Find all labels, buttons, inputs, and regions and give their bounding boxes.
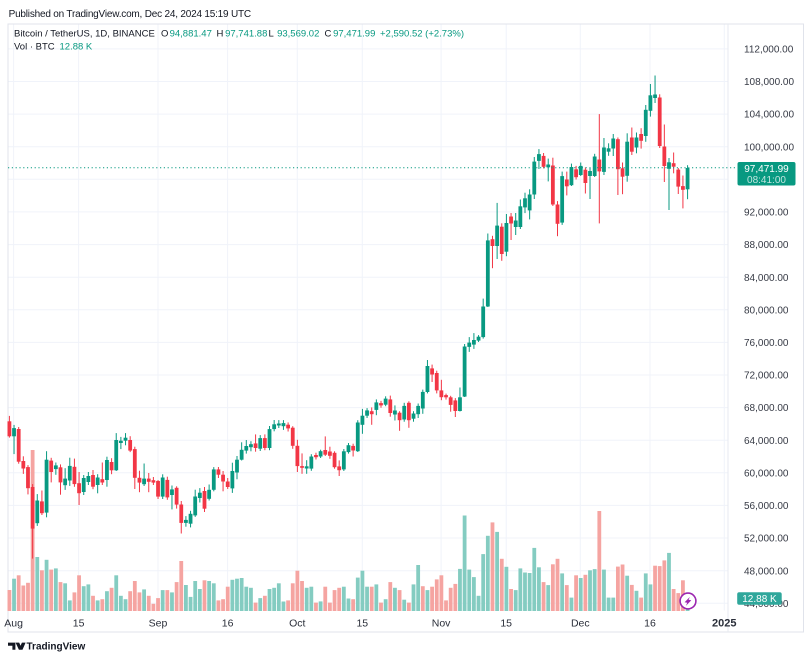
svg-text:112,000.00: 112,000.00 [744,45,794,56]
svg-text:TradingView: TradingView [27,642,86,653]
svg-text:94,881.47: 94,881.47 [170,29,212,40]
svg-text:Aug: Aug [4,617,23,629]
svg-text:60,000.00: 60,000.00 [744,468,789,479]
svg-text:97,471.99: 97,471.99 [744,164,789,175]
svg-text:52,000.00: 52,000.00 [744,534,789,545]
svg-text:Oct: Oct [289,617,305,629]
svg-text:97,741.88: 97,741.88 [225,29,267,40]
svg-text:100,000.00: 100,000.00 [744,142,794,153]
svg-text:C: C [325,29,332,40]
svg-text:97,471.99: 97,471.99 [333,29,375,40]
svg-text:Bitcoin / TetherUS, 1D, BINANC: Bitcoin / TetherUS, 1D, BINANCE [14,29,155,40]
svg-text:H: H [217,29,224,40]
svg-text:15: 15 [356,617,368,629]
svg-text:76,000.00: 76,000.00 [744,338,789,349]
svg-text:Published on TradingView.com,: Published on TradingView.com, Dec 24, 20… [9,9,251,20]
svg-text:84,000.00: 84,000.00 [744,273,789,284]
svg-text:16: 16 [644,617,656,629]
svg-text:12.88 K: 12.88 K [742,594,777,605]
svg-text:80,000.00: 80,000.00 [744,305,789,316]
svg-text:16: 16 [222,617,234,629]
svg-text:Dec: Dec [571,617,590,629]
svg-text:93,569.02: 93,569.02 [277,29,319,40]
svg-text:Nov: Nov [432,617,451,629]
svg-text:104,000.00: 104,000.00 [744,110,794,121]
svg-text:56,000.00: 56,000.00 [744,501,789,512]
svg-text:12.88 K: 12.88 K [60,42,93,53]
svg-text:64,000.00: 64,000.00 [744,436,789,447]
svg-text:108,000.00: 108,000.00 [744,77,794,88]
svg-text:L: L [269,29,274,40]
svg-text:15: 15 [73,617,85,629]
svg-text:2025: 2025 [712,617,736,629]
svg-text:92,000.00: 92,000.00 [744,208,789,219]
svg-text:Sep: Sep [149,617,168,629]
svg-text:Vol · BTC: Vol · BTC [14,42,55,53]
svg-text:15: 15 [500,617,512,629]
svg-text:08:41:00: 08:41:00 [747,175,786,186]
svg-text:72,000.00: 72,000.00 [744,371,789,382]
svg-text:O: O [161,29,168,40]
svg-text:+2,590.52 (+2.73%): +2,590.52 (+2.73%) [380,29,464,40]
svg-text:48,000.00: 48,000.00 [744,566,789,577]
svg-text:68,000.00: 68,000.00 [744,403,789,414]
svg-text:88,000.00: 88,000.00 [744,240,789,251]
